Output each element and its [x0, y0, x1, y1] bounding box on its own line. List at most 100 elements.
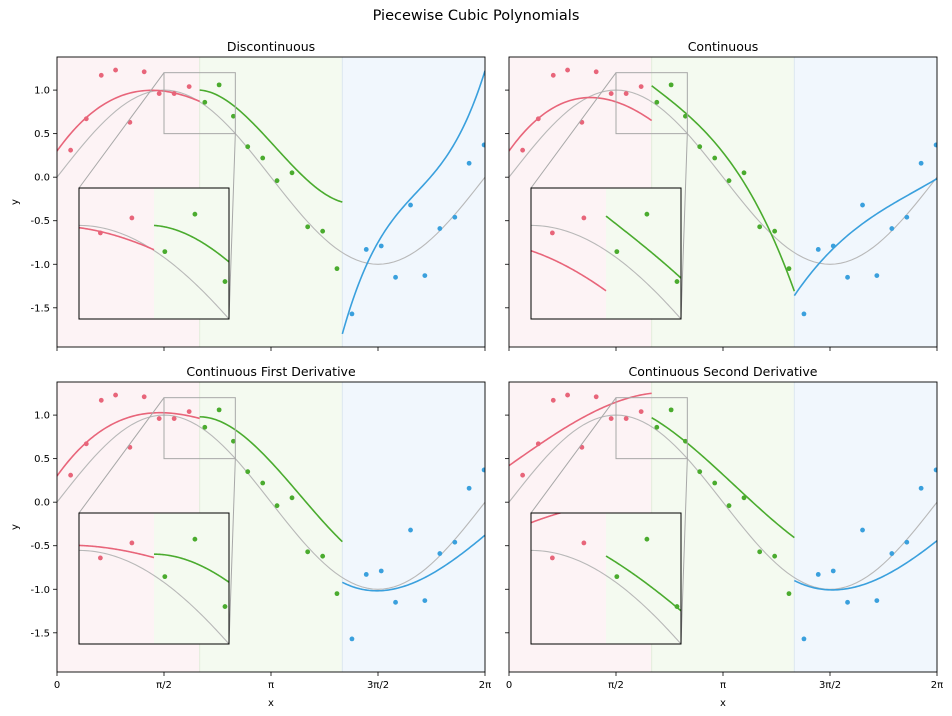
y-tick-label: -1.5 [30, 628, 50, 639]
data-point [565, 67, 570, 73]
data-point [231, 438, 236, 444]
subplot: Continuous [505, 39, 938, 351]
y-axis-label: y [10, 199, 21, 205]
data-point [801, 636, 807, 642]
inset-fit-line [153, 553, 229, 583]
zoom-connector [680, 133, 688, 320]
data-point [815, 247, 821, 252]
inset-data-point [192, 536, 198, 542]
x-tick-label: 0 [506, 680, 512, 691]
inset-data-point [644, 211, 650, 217]
inset-data-point [192, 211, 198, 217]
data-point [363, 572, 369, 577]
y-tick-label: 1.0 [34, 411, 50, 422]
fit-line-seg1 [509, 392, 652, 467]
inset-true-line [531, 549, 681, 644]
data-point [68, 472, 74, 478]
true-function-line [509, 89, 937, 265]
subplot: Continuous First Derivative -1.5 -1.0 -0.5 0… [10, 364, 491, 709]
fit-line-seg3 [793, 540, 937, 591]
data-point [231, 113, 236, 119]
data-point [202, 99, 208, 105]
fit-line-seg2 [199, 89, 343, 203]
data-point [437, 226, 443, 231]
inset-data-point [222, 604, 228, 609]
data-point [565, 392, 570, 398]
subplot-title: Continuous [688, 39, 759, 54]
zoom-connector [530, 72, 617, 189]
subplot: Discontinuous -1.5 -1.0 -0.5 0.0 0.5 1.0 y [10, 39, 486, 351]
fit-line-seg3 [341, 70, 485, 335]
x-tick-label: π/2 [156, 680, 172, 691]
subplot-title: Continuous Second Derivative [629, 364, 818, 379]
zoom-region [163, 72, 236, 135]
data-point [98, 397, 104, 403]
y-tick-label: -0.5 [30, 541, 50, 552]
data-point [874, 273, 880, 278]
data-point [481, 467, 485, 473]
data-point [452, 539, 458, 545]
inset-data-point [97, 230, 103, 236]
inset-fit-line [605, 555, 681, 612]
data-point [726, 178, 732, 184]
data-point [623, 416, 629, 421]
data-point [535, 441, 541, 447]
inset-data-point [581, 540, 587, 546]
data-point [860, 527, 865, 533]
data-point [608, 416, 614, 421]
zoom-connector [228, 458, 236, 645]
x-tick-label: 2π [931, 680, 943, 691]
zoom-region [163, 397, 236, 460]
region-band [794, 382, 937, 672]
data-point [668, 82, 674, 88]
inset-band [531, 513, 606, 644]
plot-area [57, 392, 485, 642]
data-point [186, 409, 192, 415]
x-tick-label: 3π/2 [367, 680, 389, 691]
data-point [772, 553, 778, 559]
data-point [113, 67, 118, 73]
data-point [305, 549, 311, 555]
fit-line-seg2 [651, 85, 796, 292]
data-point [889, 226, 895, 231]
data-point [638, 84, 644, 90]
inset-data-point [129, 540, 135, 546]
data-point [466, 485, 472, 491]
fit-line-seg1 [509, 96, 653, 152]
region-band [342, 382, 485, 672]
data-point [772, 228, 778, 234]
inset-band [79, 513, 154, 644]
data-point [638, 409, 644, 415]
y-axis-label: y [10, 524, 21, 530]
data-point [141, 69, 147, 75]
data-point [889, 551, 895, 556]
data-point [216, 82, 222, 88]
data-point [349, 311, 355, 317]
data-point [845, 599, 850, 605]
data-point [274, 178, 280, 184]
data-point [830, 568, 836, 574]
data-point [550, 72, 556, 78]
x-tick-label: π [268, 680, 274, 691]
data-point [535, 116, 541, 122]
data-point [289, 495, 295, 501]
zoom-connector [78, 397, 165, 514]
data-point [933, 142, 937, 148]
data-point [83, 441, 89, 447]
data-point [378, 568, 384, 574]
data-point [623, 91, 629, 96]
data-point [904, 214, 910, 220]
data-point [171, 416, 177, 421]
zoom-region [615, 72, 688, 135]
data-point [437, 551, 443, 556]
data-point [378, 243, 384, 249]
inset-data-point [674, 604, 680, 609]
data-point [466, 160, 472, 166]
x-tick-label: 3π/2 [819, 680, 841, 691]
data-point [550, 397, 556, 403]
zoom-connector [228, 133, 236, 320]
fit-line-seg3 [793, 177, 937, 297]
data-point [245, 144, 251, 150]
data-point [320, 553, 326, 559]
